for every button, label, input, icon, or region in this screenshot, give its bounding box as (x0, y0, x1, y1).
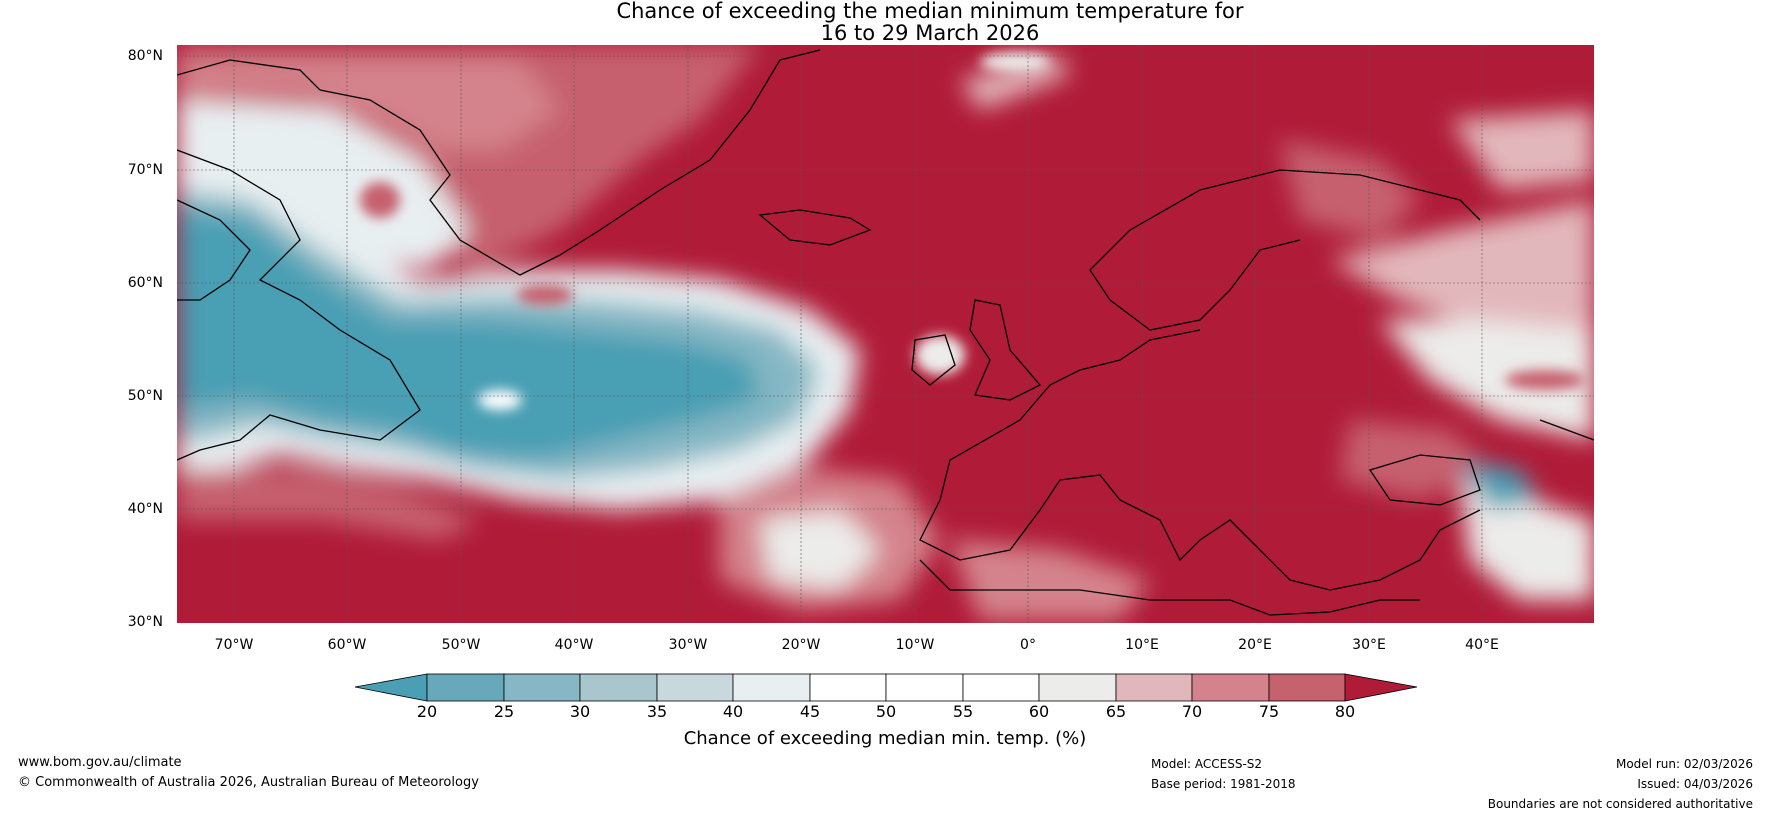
colorbar-tick-70: 70 (1181, 702, 1203, 721)
coastlines (177, 49, 1594, 616)
lon-label-50w: 50°W (441, 637, 481, 653)
lon-label-0: 0° (1020, 637, 1036, 653)
lat-label-60n: 60°N (127, 275, 163, 291)
colorbar-tick-20: 20 (416, 702, 438, 721)
footer-disclaimer: Boundaries are not considered authoritat… (1487, 797, 1753, 811)
lon-label-70w: 70°W (214, 637, 254, 653)
colorbar-tick-45: 45 (799, 702, 821, 721)
graticule (177, 45, 1594, 623)
footer-issued: Issued: 04/03/2026 (1637, 777, 1753, 791)
lon-label-30e: 30°E (1352, 637, 1386, 653)
colorbar-label: Chance of exceeding median min. temp. (%… (683, 728, 1087, 749)
colorbar-tick-65: 65 (1105, 702, 1127, 721)
lon-label-10w: 10°W (895, 637, 935, 653)
footer-website: www.bom.gov.au/climate (18, 755, 182, 770)
colorbar-tick-75: 75 (1258, 702, 1280, 721)
colorbar-tick-40: 40 (722, 702, 744, 721)
lat-label-30n: 30°N (127, 614, 163, 630)
colorbar-tick-35: 35 (646, 702, 668, 721)
lon-label-40w: 40°W (554, 637, 594, 653)
colorbar-tick-50: 50 (875, 702, 897, 721)
footer-copyright: © Commonwealth of Australia 2026, Austra… (18, 775, 479, 790)
lon-label-40e: 40°E (1465, 637, 1499, 653)
lon-label-20w: 20°W (781, 637, 821, 653)
colorbar-tick-30: 30 (569, 702, 591, 721)
lon-label-60w: 60°W (327, 637, 367, 653)
lat-label-40n: 40°N (127, 501, 163, 517)
probability-field (177, 45, 1594, 623)
map-title-line2: 16 to 29 March 2026 (820, 21, 1040, 45)
colorbar-extension-low (354, 673, 428, 702)
lat-label-50n: 50°N (127, 388, 163, 404)
lat-label-80n: 80°N (127, 48, 163, 64)
footer-model: Model: ACCESS-S2 (1151, 757, 1263, 771)
lon-label-10e: 10°E (1125, 637, 1159, 653)
footer-model-run: Model run: 02/03/2026 (1615, 757, 1753, 771)
lon-label-30w: 30°W (668, 637, 708, 653)
map-title-line1: Chance of exceeding the median minimum t… (616, 0, 1244, 23)
colorbar-tick-55: 55 (952, 702, 974, 721)
footer-base-period: Base period: 1981-2018 (1151, 777, 1296, 791)
colorbar-extension-high (1344, 673, 1418, 702)
lat-label-70n: 70°N (127, 162, 163, 178)
lon-label-20e: 20°E (1238, 637, 1272, 653)
colorbar (354, 673, 1418, 702)
colorbar-tick-60: 60 (1028, 702, 1050, 721)
colorbar-tick-25: 25 (493, 702, 515, 721)
colorbar-tick-80: 80 (1334, 702, 1356, 721)
